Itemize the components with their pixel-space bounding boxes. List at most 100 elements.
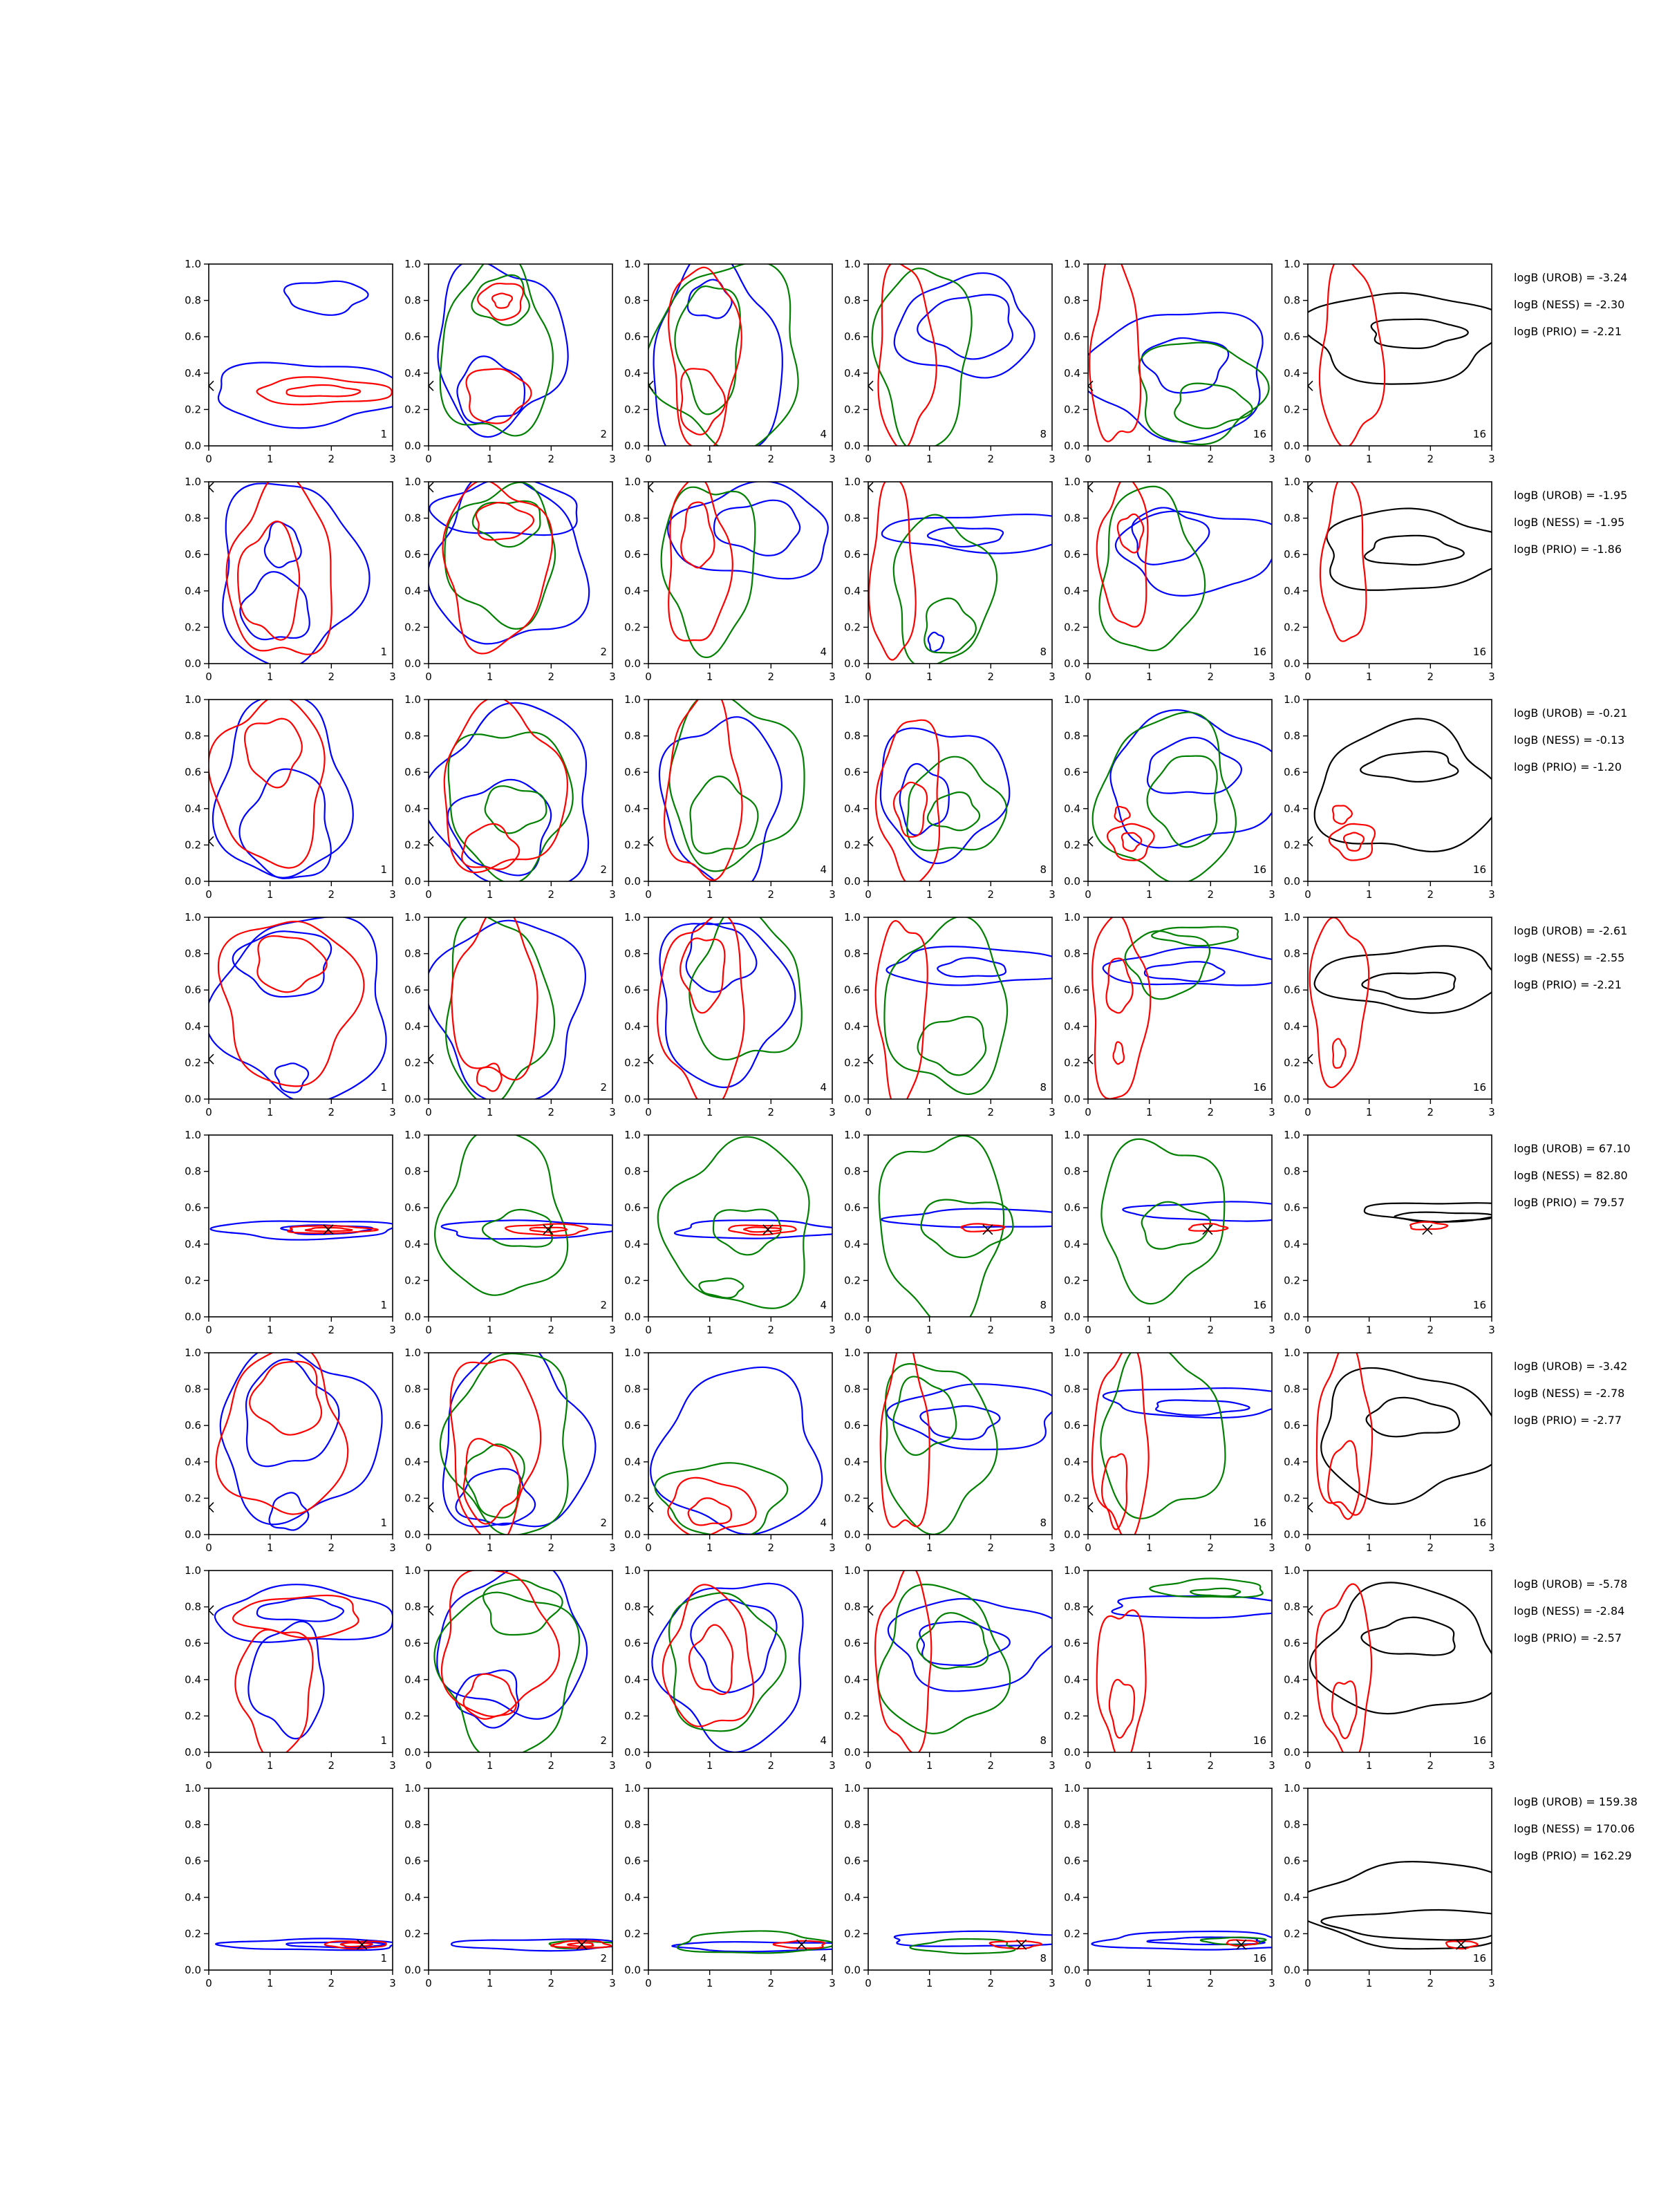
logb-annotation: logB (NESS) = -2.78 xyxy=(1514,1387,1624,1400)
red-contour-line xyxy=(960,1223,1006,1232)
x-tick-label: 1 xyxy=(487,1324,494,1336)
y-tick-label: 0.8 xyxy=(844,1601,861,1613)
panel-number-label: 8 xyxy=(1040,1952,1047,1965)
y-tick-label: 1.0 xyxy=(1284,1347,1300,1359)
x-tick-label: 3 xyxy=(1488,1106,1495,1118)
blue-contour-line xyxy=(232,930,332,998)
green-contour-line xyxy=(444,482,556,630)
plot-area xyxy=(1308,1860,1492,1950)
logb-annotation: logB (PRIO) = 79.57 xyxy=(1514,1196,1624,1209)
true-value-marker xyxy=(1088,836,1094,847)
panel-r6-c1: 0 1 2 30.00.20.40.60.81.02 xyxy=(404,1564,616,1772)
x-tick-label: 2 xyxy=(988,1759,995,1772)
blue-contour-line xyxy=(245,1358,340,1468)
panel-r0-c1: 0 1 2 3 0.0 0.2 0.4 0.6 0.8 1.0 2 xyxy=(404,258,616,465)
y-tick-label: 0.2 xyxy=(1064,1927,1080,1940)
y-tick-label: 0.0 xyxy=(844,1093,861,1105)
y-tick-label: 0.0 xyxy=(624,1093,641,1105)
green-contour-line xyxy=(871,268,973,446)
x-tick-label: 2 xyxy=(328,1541,335,1554)
plot-area xyxy=(648,1582,804,1752)
blue-contour-line xyxy=(212,700,354,879)
black-contour-line xyxy=(1326,507,1492,591)
green-contour-line xyxy=(1149,1577,1264,1598)
y-tick-label: 0.0 xyxy=(1064,875,1080,888)
y-tick-label: 0.0 xyxy=(624,1528,641,1541)
panel-r4-c5: 0 1 2 3 0.0 0.2 0.4 0.6 0.8 1.0 16 xyxy=(1284,1129,1495,1336)
y-tick-label: 1.0 xyxy=(1064,911,1080,924)
x-tick-label: 0 xyxy=(1304,888,1311,901)
panel-r2-c3: 0 1 2 3 0.0 0.2 0.4 0.6 0.8 1.0 8 xyxy=(844,693,1056,901)
y-tick-label: 0.6 xyxy=(185,1419,201,1432)
axes-frame xyxy=(648,699,833,882)
red-contour-line xyxy=(234,1629,314,1752)
y-tick-label: 0.8 xyxy=(844,730,861,742)
plot-area xyxy=(215,1938,393,1951)
y-tick-label: 0.2 xyxy=(844,1492,861,1504)
y-tick-label: 1.0 xyxy=(624,1347,641,1359)
panel-r4-c1: 0 1 2 3 0.0 0.2 0.4 0.6 0.8 1.0 2 xyxy=(404,1129,616,1336)
axes-frame xyxy=(648,1352,833,1535)
panel-r3-c0: 0 1 2 3 0.0 0.2 0.4 0.6 0.8 1.0 1 xyxy=(185,911,396,1118)
x-tick-label: 3 xyxy=(1049,1759,1056,1772)
y-tick-label: 0.6 xyxy=(404,1201,421,1214)
panel-r5-c2: 0 1 2 3 0.0 0.2 0.4 0.6 0.8 1.0 4 xyxy=(624,1347,836,1554)
red-contour-line xyxy=(209,700,326,869)
axes-frame xyxy=(648,1788,833,1971)
green-contour-line xyxy=(471,500,541,548)
red-contour-line xyxy=(772,1940,826,1949)
y-tick-label: 0.0 xyxy=(1064,440,1080,452)
green-contour-line xyxy=(1100,1353,1226,1519)
panel-number-label: 1 xyxy=(380,646,387,658)
x-tick-label: 3 xyxy=(609,671,616,683)
y-tick-label: 0.6 xyxy=(1064,1201,1080,1214)
x-tick-label: 1 xyxy=(267,1977,274,1989)
y-tick-label: 0.2 xyxy=(624,1709,641,1722)
x-tick-label: 1 xyxy=(1146,1759,1153,1772)
axes-frame xyxy=(208,1134,393,1318)
y-tick-label: 0.4 xyxy=(1064,803,1080,815)
plot-area xyxy=(429,264,569,438)
red-contour-line xyxy=(1116,513,1145,554)
x-tick-label: 1 xyxy=(706,1977,713,1989)
red-contour-line xyxy=(1091,917,1152,1099)
plot-area xyxy=(209,917,387,1099)
black-contour-line xyxy=(1361,971,1456,1000)
x-tick-label: 3 xyxy=(389,671,396,683)
green-contour-line xyxy=(433,1591,581,1752)
panel-number-label: 1 xyxy=(380,1517,387,1529)
blue-contour-line xyxy=(881,514,1052,554)
x-tick-label: 2 xyxy=(548,671,555,683)
true-value-marker xyxy=(982,1224,993,1235)
y-tick-label: 0.4 xyxy=(844,367,861,379)
x-tick-label: 3 xyxy=(609,1106,616,1118)
y-tick-label: 0.8 xyxy=(624,1601,641,1613)
y-tick-label: 0.0 xyxy=(1284,1093,1300,1105)
axes-frame xyxy=(1087,263,1273,447)
y-tick-label: 0.2 xyxy=(1064,1492,1080,1504)
axes-frame xyxy=(1307,263,1492,447)
y-tick-label: 0.0 xyxy=(1284,1311,1300,1323)
red-contour-line xyxy=(225,482,332,655)
red-contour-line xyxy=(874,719,941,881)
axes-frame xyxy=(208,1570,393,1753)
y-tick-label: 0.8 xyxy=(185,512,201,525)
green-contour-line xyxy=(917,1015,987,1076)
x-tick-label: 1 xyxy=(1366,1106,1373,1118)
blue-contour-line xyxy=(436,1571,588,1720)
y-tick-label: 0.8 xyxy=(624,512,641,525)
y-tick-label: 0.4 xyxy=(404,803,421,815)
true-value-marker xyxy=(543,1224,554,1235)
blue-contour-line xyxy=(1114,510,1272,597)
red-contour-line xyxy=(668,482,733,641)
green-contour-line xyxy=(689,776,759,854)
true-value-marker xyxy=(868,1501,874,1513)
y-tick-label: 0.6 xyxy=(1284,766,1300,778)
green-contour-line xyxy=(877,1583,1011,1734)
plot-area xyxy=(209,700,354,879)
axes-frame xyxy=(868,699,1053,882)
black-contour-line xyxy=(1308,292,1492,385)
green-contour-line xyxy=(1141,1201,1212,1250)
y-tick-label: 0.8 xyxy=(624,1383,641,1396)
